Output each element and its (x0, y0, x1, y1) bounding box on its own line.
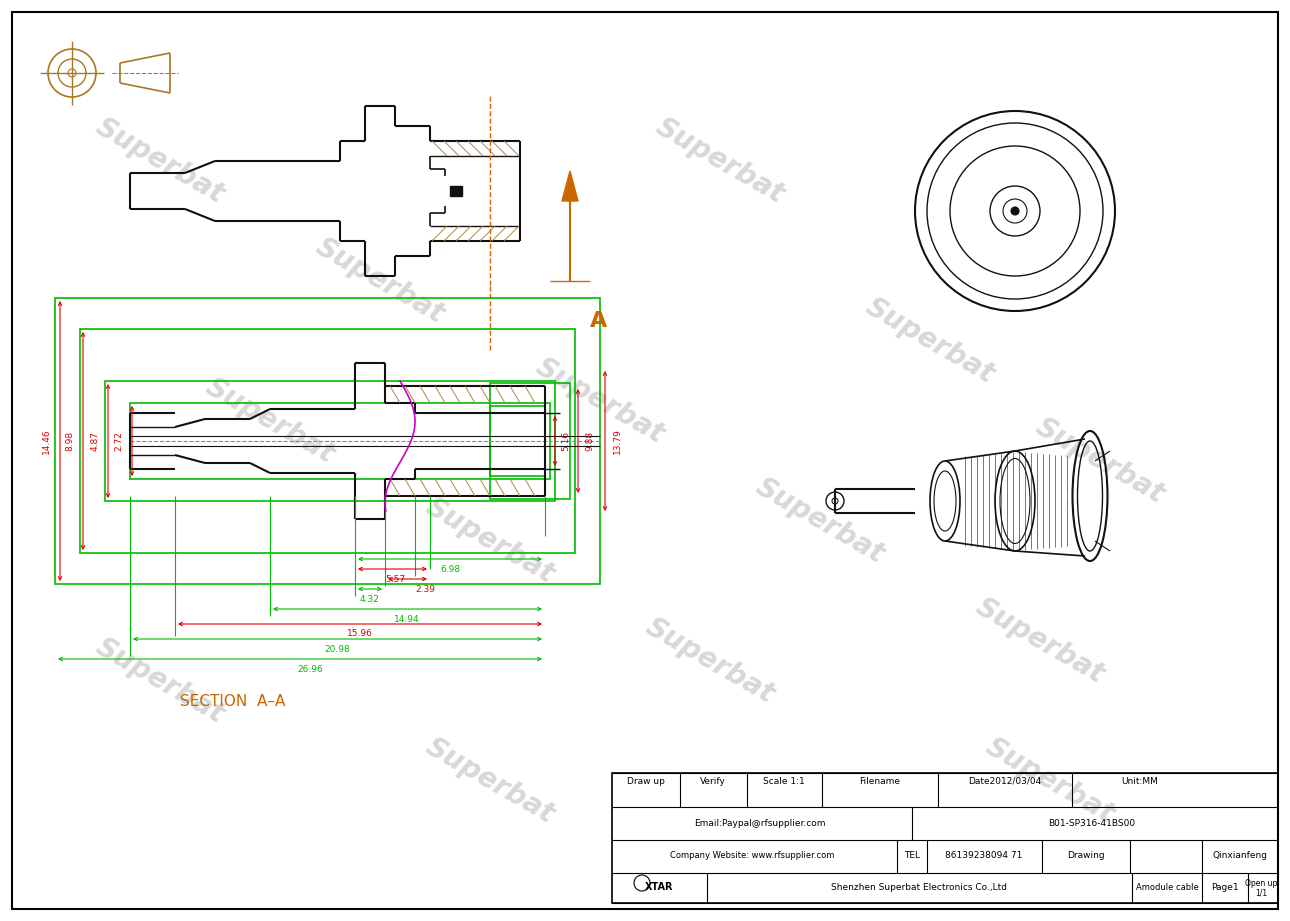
Text: 13.79: 13.79 (613, 428, 622, 454)
Circle shape (1011, 207, 1019, 215)
Text: Qinxianfeng: Qinxianfeng (1213, 852, 1268, 860)
Text: Company Website: www.rfsupplier.com: Company Website: www.rfsupplier.com (670, 852, 835, 860)
Text: Superbat: Superbat (650, 113, 789, 209)
Text: Amodule cable: Amodule cable (1135, 882, 1198, 892)
Text: Superbat: Superbat (311, 233, 449, 329)
Text: 6.98: 6.98 (440, 565, 461, 574)
Text: 1/1: 1/1 (1255, 889, 1267, 897)
Text: Superbat: Superbat (641, 612, 779, 709)
Bar (55, 298, 600, 584)
Text: Superbat: Superbat (970, 593, 1109, 689)
Text: 15.96: 15.96 (347, 629, 373, 638)
Text: Superbat: Superbat (201, 373, 339, 469)
Text: 5.57: 5.57 (384, 575, 405, 584)
Text: 5.16: 5.16 (561, 431, 570, 451)
Text: Draw up: Draw up (627, 776, 664, 786)
Text: 4.87: 4.87 (90, 431, 99, 451)
Bar (490, 383, 570, 499)
Text: 14.94: 14.94 (395, 614, 419, 624)
Text: Superbat: Superbat (421, 493, 560, 589)
Text: Drawing: Drawing (1067, 852, 1104, 860)
Text: 9.88: 9.88 (586, 431, 595, 451)
Bar (80, 329, 575, 553)
Text: Date2012/03/04: Date2012/03/04 (969, 776, 1041, 786)
Text: Email:Paypal@rfsupplier.com: Email:Paypal@rfsupplier.com (694, 819, 826, 827)
Text: Superbat: Superbat (90, 113, 230, 209)
Text: SECTION  A–A: SECTION A–A (181, 694, 285, 708)
Bar (450, 186, 462, 196)
Text: Page1: Page1 (1211, 882, 1238, 892)
Text: Superbat: Superbat (421, 733, 560, 829)
Text: Superbat: Superbat (980, 733, 1120, 829)
Text: Filename: Filename (859, 776, 900, 786)
Text: 4.32: 4.32 (360, 594, 381, 603)
Text: TEL: TEL (904, 852, 920, 860)
Text: Shenzhen Superbat Electronics Co.,Ltd: Shenzhen Superbat Electronics Co.,Ltd (831, 882, 1007, 892)
Bar (130, 403, 550, 479)
Bar (611, 773, 1278, 903)
Text: Superbat: Superbat (1031, 413, 1169, 509)
Text: XTAR: XTAR (645, 882, 673, 892)
Polygon shape (562, 171, 578, 201)
Text: Superbat: Superbat (530, 353, 670, 449)
Bar (104, 381, 555, 501)
Text: 20.98: 20.98 (324, 645, 350, 654)
Text: Superbat: Superbat (751, 472, 889, 569)
Text: Open up: Open up (1245, 879, 1277, 888)
Text: 2.39: 2.39 (415, 585, 435, 593)
Text: A: A (590, 311, 608, 331)
Text: Superbat: Superbat (860, 293, 1000, 390)
Text: 14.46: 14.46 (41, 428, 50, 454)
Text: Superbat: Superbat (90, 633, 230, 729)
Text: Verify: Verify (700, 776, 726, 786)
Text: 86139238094 71: 86139238094 71 (946, 852, 1023, 860)
Bar (490, 406, 544, 476)
Text: 8.98: 8.98 (66, 431, 75, 451)
Text: 26.96: 26.96 (297, 664, 322, 673)
Text: 2.72: 2.72 (115, 431, 124, 451)
Text: B01-SP316-41BS00: B01-SP316-41BS00 (1049, 819, 1135, 827)
Text: Scale 1:1: Scale 1:1 (764, 776, 805, 786)
Text: Unit:MM: Unit:MM (1121, 776, 1158, 786)
